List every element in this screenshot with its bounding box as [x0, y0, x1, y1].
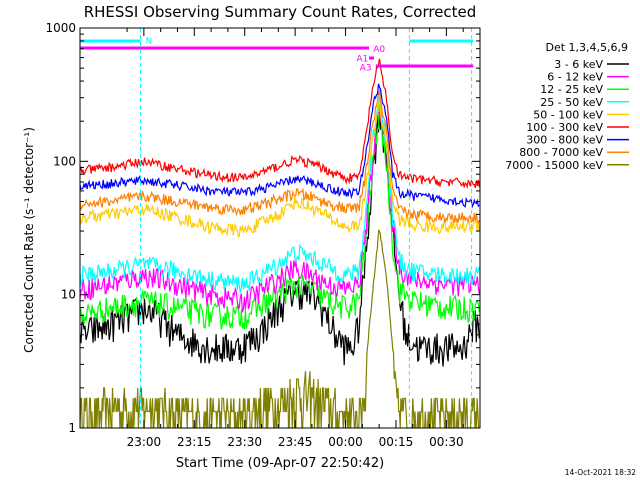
- night-label: N: [146, 37, 153, 47]
- legend-entry-label: 50 - 100 keV: [533, 108, 603, 121]
- axis-layer: 1 10 100 1000 23:00 23:15 23:30 23:45 00:00 00:15…: [45, 21, 480, 449]
- series-line: [80, 88, 480, 225]
- legend-entry-label: 25 - 50 keV: [540, 96, 603, 109]
- series-line: [80, 83, 480, 209]
- y-tick-label: 1000: [45, 21, 76, 35]
- y-tick-label: 100: [53, 154, 76, 168]
- legend-entry-label: 12 - 25 keV: [540, 83, 603, 96]
- series-line: [80, 99, 480, 238]
- legend-entry-label: 300 - 800 keV: [526, 134, 603, 147]
- attenuator-label: A0: [373, 45, 385, 55]
- x-axis-label: Start Time (09-Apr-07 22:50:42): [176, 456, 384, 471]
- attenuator-label: A3: [360, 64, 372, 74]
- legend-title: Det 1,3,4,5,6,9: [545, 41, 628, 54]
- legend-entry-label: 800 - 7000 keV: [519, 146, 603, 159]
- plot-frame: [79, 27, 481, 429]
- x-tick-label: 00:30: [429, 435, 464, 449]
- y-tick-label: 1: [68, 421, 76, 435]
- series-layer: [80, 58, 480, 428]
- y-tick-label: 10: [61, 288, 76, 302]
- y-axis-label: Corrected Count Rate (s⁻¹ detector⁻¹): [22, 127, 36, 353]
- x-tick-label: 23:30: [227, 435, 262, 449]
- x-tick-label: 23:45: [278, 435, 313, 449]
- series-line: [80, 229, 480, 428]
- x-tick-label: 00:00: [328, 435, 363, 449]
- x-tick-label: 23:00: [127, 435, 162, 449]
- series-line: [80, 111, 480, 367]
- chart-title: RHESSI Observing Summary Count Rates, Co…: [84, 3, 477, 21]
- legend-entry-label: 6 - 12 keV: [547, 71, 603, 84]
- x-tick-label: 23:15: [177, 435, 212, 449]
- date-stamp: 14-Oct-2021 18:32: [565, 468, 636, 477]
- series-line: [80, 101, 480, 330]
- legend-entry-label: 3 - 6 keV: [554, 58, 603, 71]
- series-line: [80, 58, 480, 190]
- x-tick-label: 00:15: [379, 435, 414, 449]
- legend-entry-label: 7000 - 15000 keV: [505, 159, 603, 172]
- legend-entry-label: 100 - 300 keV: [526, 121, 603, 134]
- attenuator-label: A1: [356, 55, 368, 65]
- series-line: [80, 91, 480, 293]
